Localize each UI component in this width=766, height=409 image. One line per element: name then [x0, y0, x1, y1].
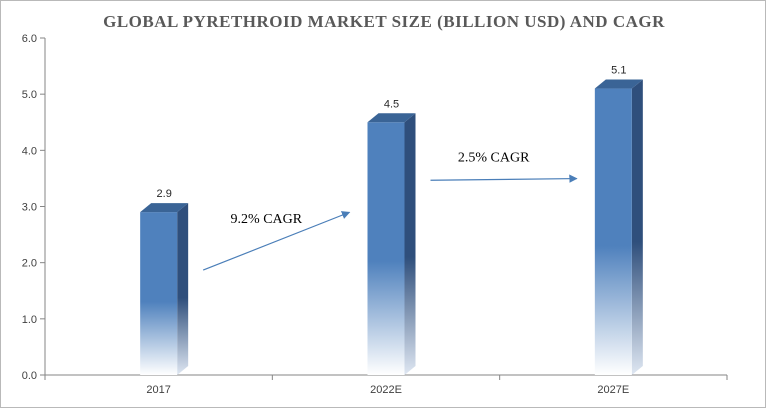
cagr-arrow	[430, 174, 578, 183]
bar-2022e	[367, 113, 416, 375]
bar-front-face	[594, 88, 632, 376]
cagr-label: 2.5% CAGR	[458, 150, 530, 165]
bar-2017	[140, 203, 189, 375]
bars	[140, 79, 643, 376]
bar-side-face	[404, 113, 416, 375]
bar-front-face	[367, 122, 405, 375]
bar-side-face	[177, 203, 189, 375]
data-label: 4.5	[384, 98, 399, 110]
y-tick-label: 4.0	[22, 145, 37, 157]
bar-top-face	[367, 113, 416, 123]
bar-top-face	[140, 203, 189, 213]
y-tick-label: 5.0	[22, 89, 37, 101]
y-tick-label: 2.0	[22, 258, 37, 270]
x-axis: 2017 2022E 2027E	[44, 374, 728, 396]
y-tick-label: 1.0	[22, 314, 37, 326]
y-tick-label: 3.0	[22, 202, 37, 214]
data-label: 2.9	[157, 188, 172, 200]
bar-front-face	[140, 212, 178, 375]
bar-side-face	[631, 79, 643, 376]
x-tick-label: 2027E	[597, 384, 629, 396]
cagr-label: 9.2% CAGR	[231, 212, 303, 227]
y-axis: 0.0 1.0 2.0 3.0 4.0 5.0 6.0	[22, 33, 46, 382]
bar-top-face	[594, 79, 643, 89]
cagr-annotation: 2.5% CAGR	[430, 150, 578, 183]
bar-2027e	[594, 79, 643, 376]
cagr-annotations: 9.2% CAGR 2.5% CAGR	[202, 150, 578, 271]
x-tick-label: 2022E	[370, 384, 402, 396]
data-label: 5.1	[611, 65, 626, 77]
y-tick-label: 0.0	[22, 370, 37, 382]
y-tick-label: 6.0	[22, 33, 37, 45]
cagr-annotation: 9.2% CAGR	[202, 211, 351, 271]
x-tick-label: 2017	[146, 384, 170, 396]
cagr-arrow	[202, 211, 351, 271]
chart-title: GLOBAL PYRETHROID MARKET SIZE (BILLION U…	[103, 12, 665, 31]
data-labels: 2.9 4.5 5.1	[157, 65, 627, 201]
